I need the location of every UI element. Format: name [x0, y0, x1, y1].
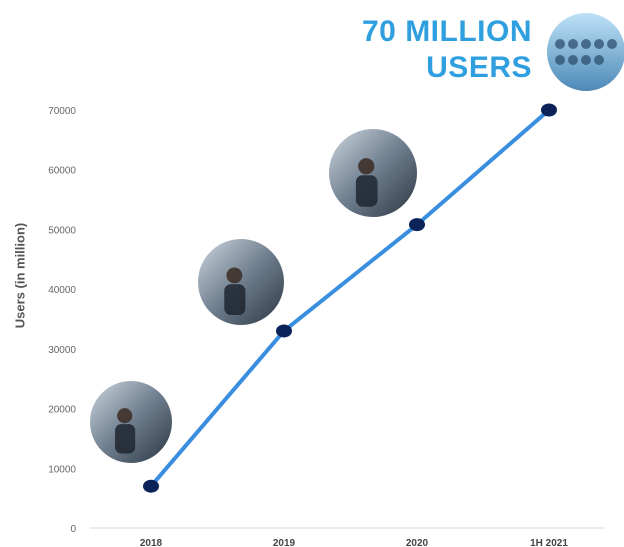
y-tick-label: 10000: [48, 464, 76, 475]
y-tick-label: 20000: [48, 405, 76, 416]
headline-line-2: USERS: [426, 51, 532, 84]
crowd-figure: [555, 39, 565, 49]
photo-1h-2021: [545, 11, 624, 93]
crowd-figure: [594, 55, 604, 65]
photo-figure-body: [355, 175, 378, 207]
crowd-figure: [581, 39, 591, 49]
data-point: [541, 103, 557, 117]
crowd-figure: [594, 39, 604, 49]
y-tick-label: 40000: [48, 285, 76, 296]
y-tick-label: 0: [70, 524, 76, 535]
photo-figure-head: [117, 408, 133, 424]
y-tick-label: 60000: [48, 166, 76, 177]
headline-line-1: 70 MILLION: [361, 15, 532, 48]
photo-figure-head: [358, 158, 375, 175]
y-tick-label: 30000: [48, 345, 76, 356]
crowd-figure: [568, 39, 578, 49]
photo-figure-body: [224, 284, 246, 315]
crowd-figure: [568, 55, 578, 65]
headline: 70 MILLION USERS: [362, 14, 532, 86]
x-tick-label: 2019: [273, 538, 296, 547]
series-group: [143, 103, 557, 493]
x-tick-label: 2020: [406, 538, 429, 547]
photo-2019: [196, 237, 286, 327]
series-line: [149, 108, 551, 489]
axes: 0 10000 20000 30000 40000 50000 60000 70000 2018…: [48, 106, 605, 547]
y-tick-label: 70000: [48, 106, 76, 117]
crowd-figure: [555, 55, 565, 65]
data-point: [143, 479, 159, 493]
crowd-figure: [607, 39, 617, 49]
photo-2020: [327, 127, 419, 219]
photo-markers: [88, 11, 624, 465]
photo-2018: [88, 379, 174, 465]
data-point: [409, 218, 425, 232]
x-tick-label: 2018: [140, 538, 163, 547]
photo-figure-head: [226, 267, 243, 284]
x-tick-label: 1H 2021: [530, 538, 568, 547]
data-point: [276, 324, 292, 338]
crowd-figure: [581, 55, 591, 65]
y-tick-label: 50000: [48, 225, 76, 236]
photo-figure-body: [115, 424, 136, 454]
